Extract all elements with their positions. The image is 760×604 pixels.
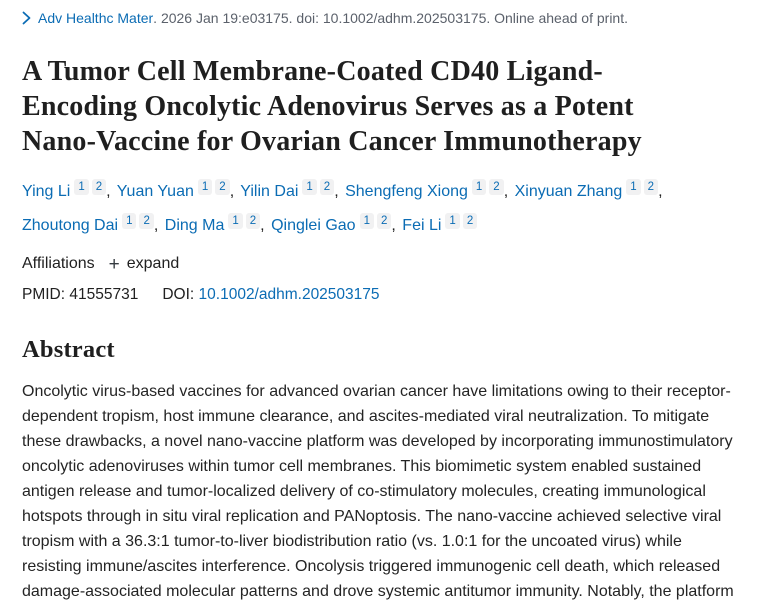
author-link[interactable]: Yuan Yuan — [116, 183, 194, 200]
affiliation-badge-1[interactable]: 1 — [445, 213, 460, 229]
doi-link[interactable]: 10.1002/adhm.202503175 — [198, 286, 380, 303]
affiliation-badge-2[interactable]: 2 — [376, 213, 392, 229]
affiliations-row: Affiliations + expand — [22, 254, 736, 275]
author-link[interactable]: Ying Li — [22, 183, 71, 200]
affiliation-badge-2[interactable]: 2 — [215, 179, 230, 195]
journal-citation: Adv Healthc Mater. 2026 Jan 19:e03175. d… — [22, 8, 736, 28]
doi-label: DOI: — [162, 286, 195, 303]
affiliations-label: Affiliations — [22, 255, 95, 272]
pmid-label: PMID: — [22, 286, 66, 303]
pmid-value: 41555731 — [69, 286, 139, 303]
journal-link[interactable]: Adv Healthc Mater — [38, 10, 154, 26]
plus-icon: + — [108, 254, 120, 275]
affiliation-badge-1[interactable]: 1 — [302, 179, 317, 195]
author: Yuan Yuan 1 2, — [116, 179, 236, 200]
affiliation-badge-1[interactable]: 1 — [122, 213, 137, 229]
author-separator: , — [153, 217, 159, 234]
author-separator: , — [106, 183, 111, 200]
author-link[interactable]: Yilin Dai — [240, 183, 299, 200]
affiliation-badge-1[interactable]: 1 — [228, 213, 243, 229]
affiliation-badge-2[interactable]: 2 — [319, 179, 335, 195]
article-title: A Tumor Cell Membrane-Coated CD40 Ligand… — [22, 56, 642, 157]
author-separator: , — [391, 217, 396, 234]
author-link[interactable]: Fei Li — [402, 217, 442, 234]
author-separator: , — [260, 217, 265, 234]
affiliation-badge-2[interactable]: 2 — [462, 213, 478, 229]
author: Ying Li 1 2, — [22, 179, 113, 200]
author-link[interactable]: Ding Ma — [164, 217, 225, 234]
author: Yilin Dai 1 2, — [240, 179, 340, 200]
author: Ding Ma 1 2, — [164, 213, 267, 234]
affiliation-badge-2[interactable]: 2 — [643, 179, 659, 195]
author: Zhoutong Dai 1 2, — [22, 213, 160, 234]
author-separator: , — [503, 183, 509, 200]
author: Shengfeng Xiong 1 2, — [345, 179, 510, 200]
author-link[interactable]: Xinyuan Zhang — [514, 183, 623, 200]
expand-affiliations-button[interactable]: + expand — [108, 254, 180, 275]
affiliation-badge-1[interactable]: 1 — [197, 179, 213, 195]
abstract-heading: Abstract — [22, 336, 115, 363]
affiliation-badge-1[interactable]: 1 — [471, 179, 487, 195]
author: Xinyuan Zhang 1 2, — [514, 179, 665, 200]
author-link[interactable]: Qinglei Gao — [271, 217, 356, 234]
affiliation-badge-1[interactable]: 1 — [74, 179, 89, 195]
author-link[interactable]: Shengfeng Xiong — [345, 183, 468, 200]
author: Qinglei Gao 1 2, — [271, 213, 398, 234]
author-separator: , — [334, 183, 339, 200]
pmid: PMID: 41555731 — [22, 286, 138, 303]
author-separator: , — [229, 183, 235, 200]
expand-label: expand — [126, 255, 180, 272]
journal-citation-chevron-icon[interactable] — [22, 11, 31, 25]
affiliation-badge-2[interactable]: 2 — [91, 179, 107, 195]
affiliation-badge-1[interactable]: 1 — [626, 179, 641, 195]
identifiers-row: PMID: 41555731 DOI: 10.1002/adhm.20250317… — [22, 286, 736, 304]
affiliation-badge-2[interactable]: 2 — [245, 213, 261, 229]
author: Fei Li 1 2 — [402, 213, 478, 234]
author-separator: , — [658, 183, 663, 200]
affiliation-badge-2[interactable]: 2 — [139, 213, 154, 229]
affiliation-badge-1[interactable]: 1 — [359, 213, 374, 229]
author-link[interactable]: Zhoutong Dai — [22, 217, 119, 234]
doi: DOI: 10.1002/adhm.202503175 — [162, 286, 379, 303]
abstract-text: Oncolytic virus-based vaccines for advan… — [22, 383, 734, 600]
citation-details: . 2026 Jan 19:e03175. doi: 10.1002/adhm.… — [153, 10, 628, 26]
authors-list: Ying Li 1 2, Yuan Yuan 1 2, Yilin Dai 1 2, She… — [22, 175, 728, 243]
affiliation-badge-2[interactable]: 2 — [489, 179, 504, 195]
